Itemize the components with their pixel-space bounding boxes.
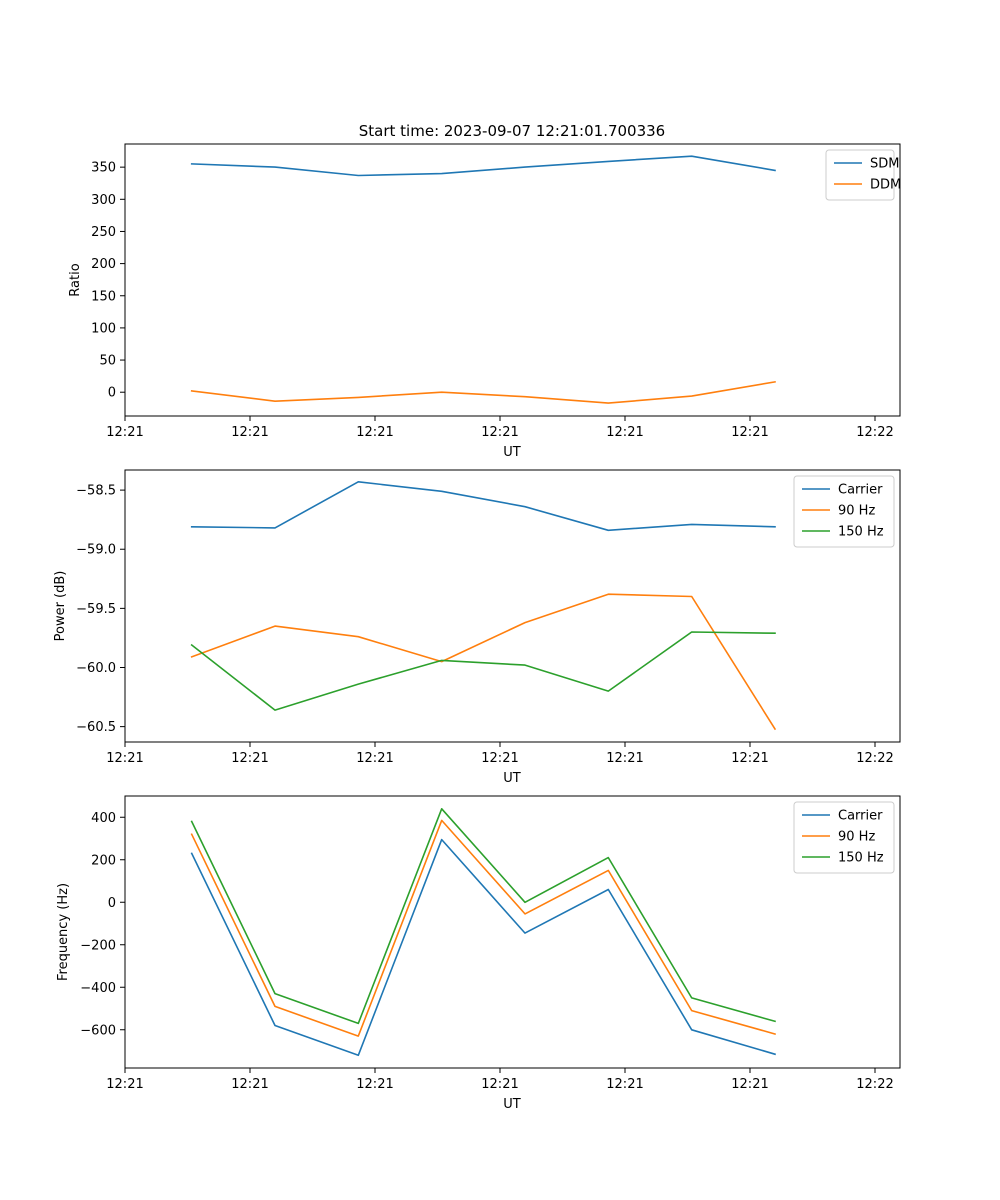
series-line-carrier: [190, 838, 776, 1057]
x-tick-label: 12:21: [106, 751, 143, 766]
x-tick-label: 12:21: [606, 751, 643, 766]
x-tick-label: 12:21: [606, 1077, 643, 1092]
x-tick-label: 12:21: [356, 425, 393, 440]
x-axis-label: UT: [503, 771, 521, 786]
y-tick-label: −400: [80, 981, 116, 996]
series-line-sdm: [190, 155, 776, 177]
series-line-90-hz: [190, 819, 776, 1037]
x-tick-label: 12:21: [231, 425, 268, 440]
legend-label: 90 Hz: [838, 830, 875, 845]
y-tick-label: −60.5: [76, 720, 116, 735]
x-tick-label: 12:21: [481, 1077, 518, 1092]
y-tick-label: 200: [91, 853, 116, 868]
x-tick-label: 12:21: [106, 1077, 143, 1092]
plot-frame: [124, 143, 901, 417]
legend-label: DDM: [870, 178, 901, 193]
x-tick-label: 12:22: [856, 425, 893, 440]
y-tick-label: 350: [91, 161, 116, 176]
x-tick-label: 12:21: [731, 1077, 768, 1092]
y-axis-label: Ratio: [68, 263, 83, 296]
legend-box: [793, 801, 895, 874]
y-tick-label: 150: [91, 289, 116, 304]
series-line-150-hz: [190, 807, 776, 1025]
y-tick-label: −60.0: [76, 661, 116, 676]
series-line-ddm: [190, 380, 776, 404]
y-tick-label: −58.5: [76, 484, 116, 499]
y-tick-label: 400: [91, 811, 116, 826]
legend-label: 90 Hz: [838, 504, 875, 519]
legend-box: [793, 475, 895, 548]
x-axis-label: UT: [503, 445, 521, 460]
y-tick-label: 300: [91, 193, 116, 208]
y-tick-label: −600: [80, 1023, 116, 1038]
y-tick-label: −59.5: [76, 602, 116, 617]
y-tick-label: −59.0: [76, 543, 116, 558]
plot-frame: [124, 469, 901, 743]
x-tick-label: 12:21: [106, 425, 143, 440]
series-line-150-hz: [190, 631, 776, 711]
x-tick-label: 12:22: [856, 751, 893, 766]
y-tick-label: 100: [91, 321, 116, 336]
y-tick-label: 0: [108, 386, 116, 401]
x-tick-label: 12:21: [231, 751, 268, 766]
legend-label: 150 Hz: [838, 851, 884, 866]
plot-frame: [124, 795, 901, 1069]
y-tick-label: 250: [91, 225, 116, 240]
y-tick-label: 0: [108, 896, 116, 911]
figure-title: Start time: 2023-09-07 12:21:01.700336: [359, 122, 665, 140]
x-tick-label: 12:21: [481, 425, 518, 440]
x-tick-label: 12:21: [231, 1077, 268, 1092]
y-tick-label: 50: [99, 354, 116, 369]
y-axis-label: Power (dB): [53, 571, 68, 642]
subplot-power: 12:21 12:21 12:21 12:21 12:21 12:21 12:22 −60.5…: [53, 469, 901, 786]
series-line-carrier: [190, 480, 776, 532]
y-tick-label: 200: [91, 257, 116, 272]
y-axis-label: Frequency (Hz): [56, 883, 71, 981]
series-line-90-hz: [190, 593, 777, 731]
legend-label: 150 Hz: [838, 525, 884, 540]
x-tick-label: 12:21: [606, 425, 643, 440]
x-tick-label: 12:21: [356, 751, 393, 766]
x-tick-label: 12:22: [856, 1077, 893, 1092]
x-tick-label: 12:21: [731, 751, 768, 766]
legend-label: Carrier: [838, 809, 883, 824]
legend-label: SDM: [870, 157, 899, 172]
x-tick-label: 12:21: [731, 425, 768, 440]
subplot-ratio: Start time: 2023-09-07 12:21:01.700336 1…: [68, 122, 901, 460]
y-tick-label: −200: [80, 938, 116, 953]
x-tick-label: 12:21: [356, 1077, 393, 1092]
x-axis-label: UT: [503, 1097, 521, 1112]
x-tick-label: 12:21: [481, 751, 518, 766]
legend-label: Carrier: [838, 483, 883, 498]
subplot-frequency: 12:21 12:21 12:21 12:21 12:21 12:21 12:22 −600 −…: [56, 795, 901, 1112]
